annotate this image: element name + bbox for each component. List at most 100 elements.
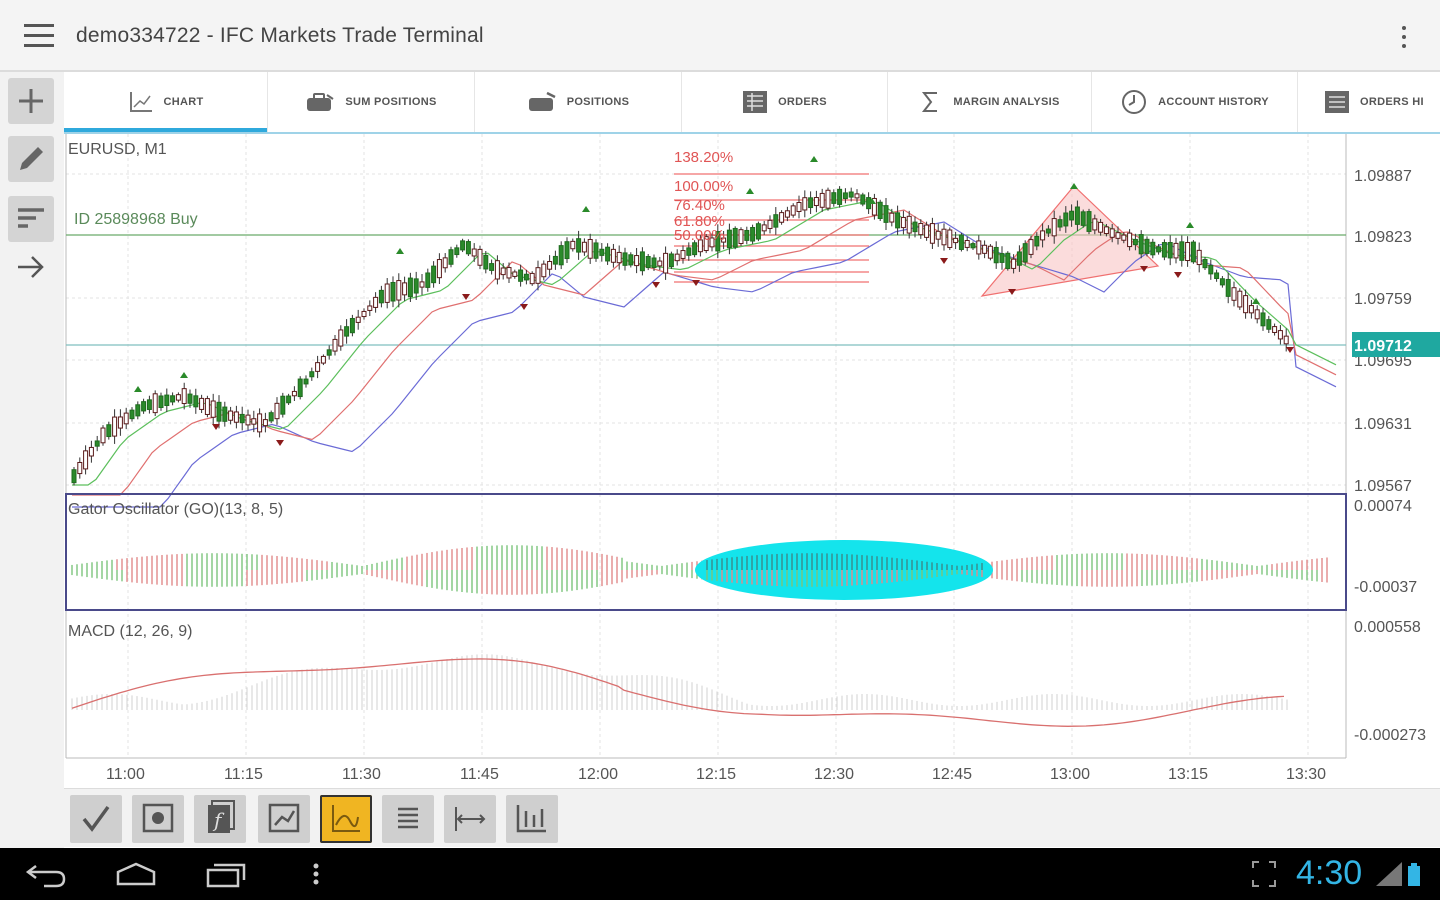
candle-body xyxy=(651,257,657,269)
candle-body xyxy=(1103,226,1109,235)
candle-body xyxy=(378,289,384,304)
candle-body xyxy=(953,237,959,244)
draw-tool-button[interactable] xyxy=(8,136,54,182)
tab-orders-history[interactable]: ORDERS HI xyxy=(1298,72,1440,132)
candle-body xyxy=(419,281,425,288)
menu-dots-icon[interactable] xyxy=(306,858,326,890)
candle-body xyxy=(454,247,460,256)
candle-body xyxy=(320,355,326,364)
fib-label-61: 61.80% xyxy=(674,213,725,230)
symbol-label: EURUSD, M1 xyxy=(68,141,167,158)
hamburger-menu-icon[interactable] xyxy=(22,22,58,50)
candle-body xyxy=(477,248,483,266)
sigma-icon xyxy=(922,92,938,112)
screenshot-tool-button[interactable] xyxy=(132,795,184,843)
fib-label-50: 50.00% xyxy=(674,227,725,244)
candle-body xyxy=(941,228,947,246)
list-tool-button[interactable] xyxy=(382,795,434,843)
candle-body xyxy=(332,338,338,352)
candle-body xyxy=(848,191,854,198)
tab-bar: CHART SUM POSITIONS POSITIONS ORDERS MAR… xyxy=(64,72,1440,134)
tab-label: ORDERS xyxy=(778,96,827,108)
candle-body xyxy=(581,241,587,253)
bars-tool-button[interactable] xyxy=(506,795,558,843)
candle-body xyxy=(431,265,437,284)
price-chart-area[interactable]: EURUSD, M1 ID 25898968 Buy 138.20% 100.0… xyxy=(64,134,1440,786)
triangle-drawing[interactable] xyxy=(980,185,1160,297)
candle-body xyxy=(813,197,819,207)
home-icon[interactable] xyxy=(112,858,160,890)
tab-chart[interactable]: CHART xyxy=(64,72,268,132)
fib-label-100: 100.00% xyxy=(674,178,733,195)
candle-body xyxy=(257,413,263,433)
time-tick: 12:30 xyxy=(814,766,854,783)
candle-body xyxy=(518,269,524,282)
candle-body xyxy=(576,238,582,253)
candle-body xyxy=(291,390,297,397)
briefcase-stack-icon xyxy=(307,93,334,111)
indicator-tool-button[interactable]: f xyxy=(194,795,246,843)
candle-body xyxy=(570,240,576,250)
candle-body xyxy=(1150,241,1156,256)
tab-positions[interactable]: POSITIONS xyxy=(475,72,682,132)
candle-body xyxy=(1254,309,1260,320)
candle-body xyxy=(750,227,756,242)
candle-body xyxy=(164,394,170,407)
candle-body xyxy=(309,371,315,378)
candle-body xyxy=(94,440,100,447)
gator-panel[interactable] xyxy=(65,493,1347,611)
recent-apps-icon[interactable] xyxy=(202,858,250,890)
position-label: ID 25898968 Buy xyxy=(74,211,198,228)
candle-body xyxy=(999,253,1005,263)
gator-label: Gator Oscillator (GO)(13, 8, 5) xyxy=(68,501,283,518)
tab-account-history[interactable]: ACCOUNT HISTORY xyxy=(1092,72,1298,132)
tab-label: SUM POSITIONS xyxy=(345,96,437,108)
candle-body xyxy=(721,237,727,243)
fib-label-76: 76.40% xyxy=(674,197,725,214)
candle-body xyxy=(790,205,796,216)
candle-body xyxy=(494,260,500,280)
tab-sum-positions[interactable]: SUM POSITIONS xyxy=(268,72,475,132)
tab-orders[interactable]: ORDERS xyxy=(682,72,888,132)
candle-body xyxy=(88,446,94,457)
time-tick: 12:15 xyxy=(696,766,736,783)
status-clock: 4:30 xyxy=(1296,854,1363,892)
candle-body xyxy=(1016,251,1022,266)
fractal-down-marker xyxy=(940,258,948,264)
candle-body xyxy=(315,362,321,372)
check-tool-button[interactable] xyxy=(70,795,122,843)
candle-body xyxy=(1248,305,1254,314)
pencil-icon xyxy=(20,147,43,170)
candle-body xyxy=(193,395,199,408)
fractal-down-marker xyxy=(652,282,660,288)
line-chart-tool-button[interactable] xyxy=(320,795,372,843)
candle-body xyxy=(947,229,953,248)
macd-signal-line xyxy=(71,658,1285,727)
candle-body xyxy=(552,255,558,265)
candle-body xyxy=(1022,243,1028,263)
fractal-up-marker xyxy=(180,372,188,378)
candle-body xyxy=(1138,234,1144,255)
candle-body xyxy=(686,247,692,256)
overflow-menu-icon[interactable] xyxy=(1394,22,1414,52)
chart-type-tool-button[interactable] xyxy=(258,795,310,843)
candle-body xyxy=(1214,272,1220,280)
candle-body xyxy=(158,395,164,409)
tab-margin-analysis[interactable]: MARGIN ANALYSIS xyxy=(888,72,1092,132)
fractal-down-marker xyxy=(1140,266,1148,272)
range-tool-button[interactable] xyxy=(444,795,496,843)
back-icon[interactable] xyxy=(22,858,70,890)
fractal-down-marker xyxy=(692,280,700,286)
next-tool-button[interactable] xyxy=(8,244,54,290)
time-tick: 11:30 xyxy=(342,766,381,783)
sort-tool-button[interactable] xyxy=(8,196,54,242)
candle-body xyxy=(674,253,680,262)
fractal-down-marker xyxy=(1286,347,1294,353)
candle-body xyxy=(837,188,843,205)
candle-body xyxy=(964,239,970,248)
candle-body xyxy=(465,241,471,255)
add-tool-button[interactable] xyxy=(8,78,54,124)
macd-histogram xyxy=(71,654,1288,710)
candle-body xyxy=(1109,228,1115,238)
candle-body xyxy=(170,395,176,403)
